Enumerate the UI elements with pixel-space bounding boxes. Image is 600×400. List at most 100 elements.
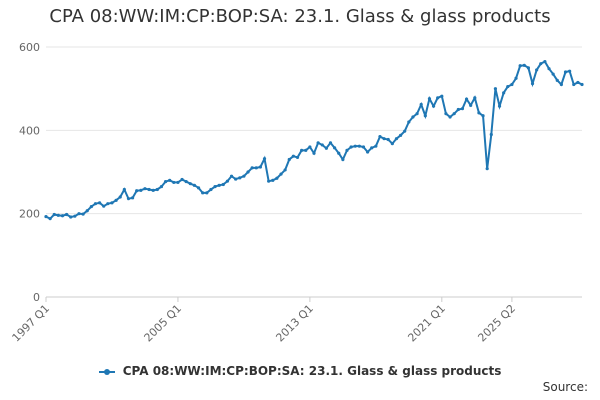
data-point[interactable]	[246, 170, 250, 174]
data-point[interactable]	[213, 184, 217, 189]
data-point[interactable]	[118, 195, 122, 199]
data-point[interactable]	[353, 144, 357, 148]
data-point[interactable]	[497, 104, 502, 108]
data-point[interactable]	[460, 107, 465, 111]
data-point[interactable]	[151, 188, 155, 192]
data-point[interactable]	[262, 157, 267, 161]
data-point[interactable]	[539, 62, 543, 66]
data-point[interactable]	[44, 214, 48, 219]
data-point[interactable]	[547, 67, 551, 71]
data-point[interactable]	[184, 179, 188, 184]
data-point[interactable]	[275, 176, 279, 180]
data-point[interactable]	[456, 107, 460, 112]
data-point[interactable]	[489, 132, 493, 137]
data-point[interactable]	[73, 214, 77, 218]
data-point[interactable]	[419, 102, 423, 107]
legend[interactable]: CPA 08:WW:IM:CP:BOP:SA: 23.1. Glass & gl…	[0, 364, 600, 378]
data-point[interactable]	[279, 172, 283, 176]
data-point[interactable]	[469, 103, 473, 107]
data-point[interactable]	[196, 186, 201, 190]
data-point[interactable]	[48, 217, 52, 221]
data-point[interactable]	[345, 148, 349, 152]
data-point[interactable]	[473, 96, 477, 100]
data-point[interactable]	[283, 168, 287, 172]
data-point[interactable]	[572, 82, 576, 87]
data-point[interactable]	[341, 157, 345, 162]
data-point[interactable]	[374, 144, 378, 148]
data-point[interactable]	[89, 204, 93, 209]
data-point[interactable]	[291, 154, 295, 158]
data-point[interactable]	[56, 213, 60, 217]
data-point[interactable]	[316, 141, 320, 145]
data-point[interactable]	[188, 182, 192, 186]
data-point[interactable]	[320, 143, 324, 147]
data-point[interactable]	[559, 82, 563, 87]
data-point[interactable]	[130, 196, 135, 200]
data-point[interactable]	[60, 214, 65, 218]
data-point[interactable]	[217, 183, 221, 187]
data-point[interactable]	[143, 187, 147, 191]
data-point[interactable]	[444, 112, 448, 116]
data-point[interactable]	[93, 202, 98, 206]
data-point[interactable]	[122, 187, 126, 192]
data-point[interactable]	[98, 201, 102, 205]
data-point[interactable]	[155, 187, 159, 192]
data-point[interactable]	[370, 146, 374, 150]
data-point[interactable]	[234, 177, 238, 181]
data-point[interactable]	[147, 187, 151, 192]
data-point[interactable]	[250, 166, 254, 170]
data-point[interactable]	[394, 137, 399, 141]
data-point[interactable]	[337, 151, 341, 155]
data-point[interactable]	[485, 167, 489, 171]
data-point[interactable]	[110, 201, 114, 205]
data-point[interactable]	[423, 114, 427, 118]
data-point[interactable]	[328, 141, 333, 145]
data-point[interactable]	[201, 191, 205, 195]
data-point[interactable]	[308, 145, 312, 149]
data-point[interactable]	[324, 146, 328, 150]
data-point[interactable]	[448, 115, 452, 119]
data-point[interactable]	[52, 212, 56, 217]
data-point[interactable]	[576, 80, 580, 85]
data-point[interactable]	[568, 69, 572, 73]
data-point[interactable]	[271, 178, 275, 182]
data-point[interactable]	[580, 82, 584, 87]
data-point[interactable]	[436, 96, 440, 100]
data-point[interactable]	[229, 174, 234, 178]
data-point[interactable]	[366, 150, 370, 154]
data-point[interactable]	[431, 104, 436, 108]
data-point[interactable]	[502, 91, 506, 95]
data-point[interactable]	[209, 187, 213, 192]
data-point[interactable]	[506, 84, 510, 89]
data-point[interactable]	[477, 111, 481, 115]
data-point[interactable]	[543, 59, 547, 64]
data-point[interactable]	[81, 212, 85, 216]
data-point[interactable]	[238, 176, 242, 180]
data-point[interactable]	[333, 146, 337, 150]
data-point[interactable]	[225, 179, 230, 183]
data-point[interactable]	[382, 137, 386, 141]
data-point[interactable]	[378, 134, 382, 139]
data-point[interactable]	[481, 114, 485, 118]
data-point[interactable]	[221, 182, 225, 187]
data-point[interactable]	[242, 174, 246, 178]
data-point[interactable]	[163, 179, 168, 184]
data-point[interactable]	[535, 68, 539, 72]
data-point[interactable]	[69, 215, 73, 219]
data-point[interactable]	[407, 120, 411, 124]
data-point[interactable]	[102, 204, 106, 208]
data-point[interactable]	[77, 212, 81, 216]
data-point[interactable]	[510, 82, 514, 87]
data-point[interactable]	[493, 87, 498, 91]
data-point[interactable]	[530, 82, 535, 86]
data-point[interactable]	[349, 145, 353, 149]
data-point[interactable]	[287, 157, 291, 162]
data-point[interactable]	[168, 178, 172, 182]
data-point[interactable]	[563, 70, 568, 74]
data-point[interactable]	[114, 198, 118, 202]
data-point[interactable]	[526, 66, 531, 70]
data-point[interactable]	[176, 180, 180, 185]
data-point[interactable]	[452, 112, 456, 116]
data-point[interactable]	[126, 197, 131, 201]
data-point[interactable]	[180, 177, 184, 182]
